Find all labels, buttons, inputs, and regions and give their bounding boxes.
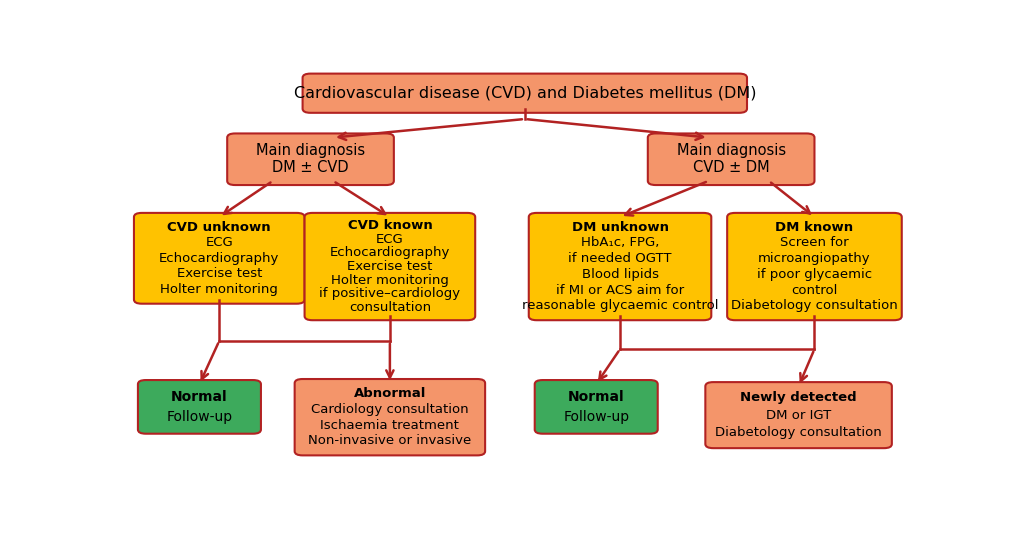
Text: DM unknown: DM unknown <box>571 221 669 234</box>
Text: Ischaemia treatment: Ischaemia treatment <box>321 419 460 431</box>
Text: Diabetology consultation: Diabetology consultation <box>715 426 882 439</box>
Text: Normal: Normal <box>568 390 625 404</box>
Text: Holter monitoring: Holter monitoring <box>161 283 279 296</box>
Text: Echocardiography: Echocardiography <box>159 252 280 265</box>
Text: Abnormal: Abnormal <box>353 387 426 400</box>
FancyBboxPatch shape <box>648 133 814 185</box>
Text: Newly detected: Newly detected <box>740 391 857 404</box>
Text: Follow-up: Follow-up <box>563 410 630 424</box>
Text: Main diagnosis
CVD ± DM: Main diagnosis CVD ± DM <box>677 143 785 175</box>
FancyBboxPatch shape <box>535 380 657 434</box>
Text: Blood lipids: Blood lipids <box>582 268 658 281</box>
Text: Non-invasive or invasive: Non-invasive or invasive <box>308 435 471 448</box>
Text: consultation: consultation <box>349 301 431 314</box>
Text: Exercise test: Exercise test <box>347 260 432 273</box>
Text: control: control <box>792 284 838 296</box>
Text: Cardiology consultation: Cardiology consultation <box>311 403 469 416</box>
Text: DM known: DM known <box>775 221 854 234</box>
FancyBboxPatch shape <box>706 382 892 448</box>
Text: microangiopathy: microangiopathy <box>758 252 870 265</box>
Text: CVD unknown: CVD unknown <box>168 221 271 234</box>
Text: if MI or ACS aim for: if MI or ACS aim for <box>556 284 684 296</box>
Text: Follow-up: Follow-up <box>166 410 232 424</box>
Text: Diabetology consultation: Diabetology consultation <box>731 300 898 312</box>
Text: HbA₁c, FPG,: HbA₁c, FPG, <box>581 236 659 249</box>
Text: Holter monitoring: Holter monitoring <box>331 273 449 287</box>
Text: if poor glycaemic: if poor glycaemic <box>757 268 872 281</box>
FancyBboxPatch shape <box>303 73 748 113</box>
Text: Normal: Normal <box>171 390 227 404</box>
FancyBboxPatch shape <box>304 213 475 320</box>
Text: Screen for: Screen for <box>780 236 849 249</box>
FancyBboxPatch shape <box>528 213 712 320</box>
FancyBboxPatch shape <box>227 133 394 185</box>
Text: ECG: ECG <box>206 236 233 249</box>
Text: if needed OGTT: if needed OGTT <box>568 252 672 265</box>
FancyBboxPatch shape <box>138 380 261 434</box>
Text: Exercise test: Exercise test <box>176 267 262 280</box>
Text: ECG: ECG <box>376 233 403 246</box>
Text: DM or IGT: DM or IGT <box>766 408 831 422</box>
FancyBboxPatch shape <box>295 379 485 456</box>
Text: Cardiovascular disease (CVD) and Diabetes mellitus (DM): Cardiovascular disease (CVD) and Diabete… <box>294 86 756 101</box>
Text: if positive–cardiology: if positive–cardiology <box>319 287 461 300</box>
Text: CVD known: CVD known <box>347 219 432 232</box>
Text: reasonable glycaemic control: reasonable glycaemic control <box>522 300 718 312</box>
FancyBboxPatch shape <box>134 213 304 304</box>
Text: Echocardiography: Echocardiography <box>330 247 451 259</box>
Text: Main diagnosis
DM ± CVD: Main diagnosis DM ± CVD <box>256 143 366 175</box>
FancyBboxPatch shape <box>727 213 902 320</box>
